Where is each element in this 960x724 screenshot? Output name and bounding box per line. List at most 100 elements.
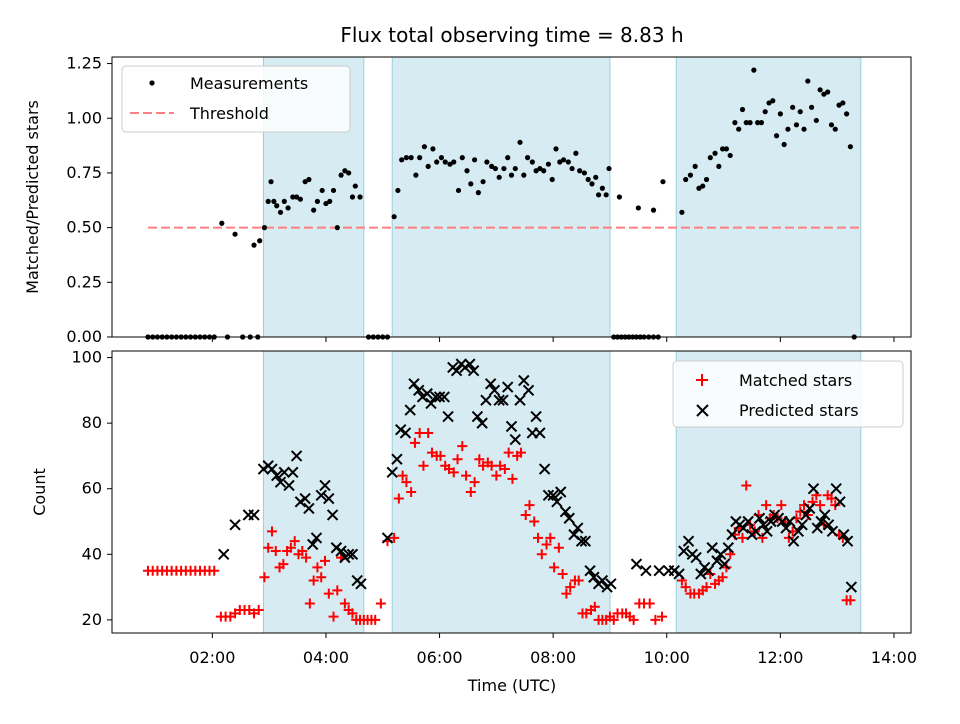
matched-star-point <box>312 562 323 573</box>
matched-star-point <box>289 536 300 547</box>
measurement-point <box>720 146 726 152</box>
matched-star-point <box>304 598 315 609</box>
predicted-star-point <box>682 535 695 547</box>
measurement-point <box>537 165 543 172</box>
measurement-point <box>541 168 547 174</box>
measurement-point <box>844 111 850 117</box>
matched-star-point <box>393 493 404 504</box>
measurement-point <box>319 187 325 194</box>
predicted-star-point <box>493 394 505 406</box>
predicted-star-point <box>509 433 521 446</box>
measurement-point <box>261 225 268 231</box>
predicted-star-point <box>757 519 770 531</box>
predicted-star-point <box>484 378 497 390</box>
measurement-point <box>712 150 718 156</box>
matched-star-point <box>533 532 544 543</box>
measurement-point <box>468 181 474 187</box>
measurement-point <box>770 98 776 104</box>
measurement-point <box>593 174 599 180</box>
count-legend: Matched stars Predicted stars <box>672 360 904 428</box>
measurement-point <box>352 183 358 189</box>
measurement-point <box>847 144 854 150</box>
predicted-star-point <box>815 515 827 528</box>
predicted-star-point <box>722 542 734 554</box>
predicted-star-point <box>787 535 800 547</box>
predicted-star-point <box>800 509 812 521</box>
measurement-point <box>836 102 842 108</box>
measurement-point <box>595 192 602 198</box>
ratio-y-tick-label: 1.00 <box>66 108 102 127</box>
measurement-point <box>716 163 722 169</box>
measurement-point <box>801 126 807 132</box>
matched-star-point <box>297 546 308 557</box>
measurement-point <box>438 155 445 161</box>
predicted-star-point <box>555 486 567 498</box>
matched-star-point <box>499 464 510 475</box>
measurement-point <box>679 209 685 215</box>
ratio-y-axis: 0.00 0.25 0.50 0.75 1.00 1.25 <box>66 54 112 346</box>
time-x-tick-label: 02:00 <box>189 648 235 667</box>
predicted-star-point <box>413 384 425 397</box>
measurement-point <box>421 144 428 150</box>
predicted-star-point <box>761 525 773 538</box>
measurement-point <box>484 159 490 165</box>
matched-star-point <box>628 614 639 625</box>
matched-star-point <box>565 582 576 593</box>
ratio-legend: Measurements Threshold <box>121 65 351 133</box>
predicted-star-point <box>765 515 777 528</box>
measurement-point <box>349 194 356 200</box>
matched-star-point <box>515 447 526 458</box>
predicted-star-point <box>826 525 839 538</box>
measurement-point <box>257 238 263 244</box>
measurement-point <box>821 91 827 97</box>
measurement-point <box>707 155 713 161</box>
predicted-star-point <box>547 489 559 501</box>
matched-star-point <box>452 454 463 465</box>
predicted-star-point <box>640 564 652 577</box>
measurement-point <box>425 163 431 169</box>
predicted-star-point <box>575 535 588 547</box>
predicted-star-point <box>335 545 347 557</box>
measurement-point <box>817 87 823 93</box>
predicted-star-point <box>488 384 501 397</box>
matched-legend-marker <box>696 374 708 386</box>
predicted-star-point <box>780 522 792 534</box>
measurement-point <box>840 100 846 106</box>
matched-star-point <box>830 500 841 511</box>
predicted-star-point <box>742 515 754 528</box>
measurement-point <box>755 120 761 126</box>
count-y-tick-label: 20 <box>82 610 102 629</box>
measurements-legend-label: Measurements <box>190 74 308 93</box>
measurement-point <box>327 198 333 204</box>
predicted-star-point <box>505 420 518 433</box>
predicted-star-point <box>673 568 685 580</box>
predicted-star-point <box>542 489 555 501</box>
measurement-point <box>413 172 419 178</box>
measurement-point <box>311 207 317 213</box>
predicted-star-point <box>248 509 260 521</box>
predicted-star-point <box>283 479 295 492</box>
measurement-point <box>480 179 486 185</box>
ratio-legend-box <box>121 65 351 133</box>
predicted-star-point <box>502 381 514 393</box>
measurement-point <box>781 141 787 148</box>
predicted-star-point <box>630 558 643 570</box>
matched-star-point <box>503 447 514 458</box>
measurement-point <box>700 183 706 189</box>
measurement-point <box>773 133 780 139</box>
predicted-star-point <box>471 410 484 423</box>
predicted-star-point <box>346 548 359 561</box>
measurement-point <box>758 120 765 126</box>
predicted-star-point <box>522 384 535 397</box>
measurement-point <box>330 187 337 194</box>
matched-star-point <box>409 437 420 448</box>
measurement-point <box>533 168 539 174</box>
matched-star-point <box>717 572 728 583</box>
matched-star-point <box>263 542 274 553</box>
predicted-star-point <box>695 568 707 580</box>
measurement-point <box>521 172 527 178</box>
measurement-point <box>447 161 453 167</box>
predicted-star-point <box>323 492 335 505</box>
measurement-point <box>505 155 511 161</box>
predicted-star-point <box>838 528 850 541</box>
